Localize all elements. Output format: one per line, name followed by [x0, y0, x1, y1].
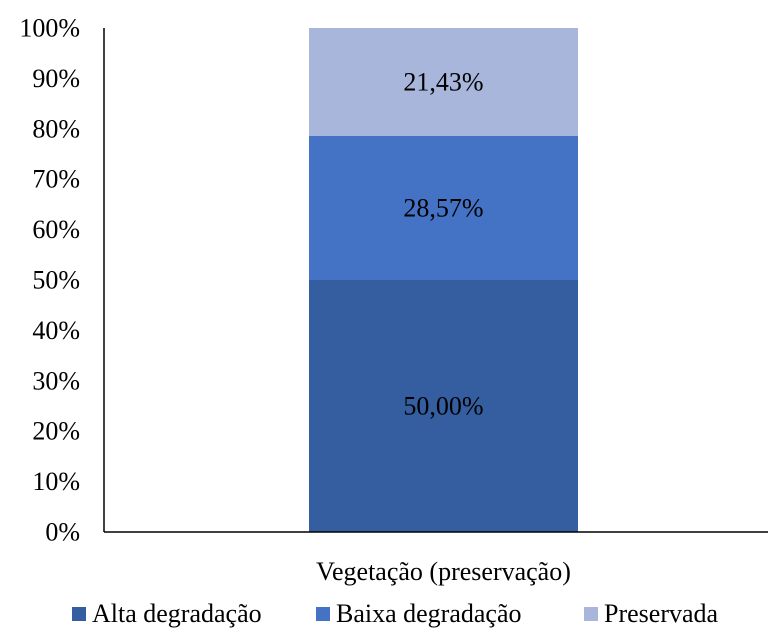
legend-swatch-2: [584, 607, 598, 621]
data-label-0: 50,00%: [403, 392, 483, 421]
y-tick-label: 90%: [32, 64, 80, 93]
category-label: Vegetação (preservação): [316, 557, 571, 586]
y-tick-label: 20%: [32, 417, 80, 446]
legend-swatch-0: [72, 607, 86, 621]
bar-segment-0: [309, 280, 578, 532]
bar-segment-2: [309, 28, 578, 137]
y-tick-label: 10%: [32, 467, 80, 496]
y-tick-label: 40%: [32, 316, 80, 345]
legend-swatch-1: [316, 607, 330, 621]
legend-label-0: Alta degradação: [92, 599, 262, 628]
y-tick-label: 30%: [32, 366, 80, 395]
bar-segment-1: [309, 136, 578, 280]
data-labels: 50,00% 28,57% 21,43%: [403, 68, 483, 421]
y-axis-ticks: 0% 10% 20% 30% 40% 50% 60% 70% 80% 90% 100%: [19, 14, 80, 547]
bar-segments: [309, 28, 578, 532]
y-tick-label: 50%: [32, 266, 80, 295]
legend: Alta degradação Baixa degradação Preservad…: [72, 599, 719, 628]
legend-label-1: Baixa degradação: [336, 599, 522, 628]
data-label-2: 21,43%: [403, 68, 483, 97]
y-tick-label: 60%: [32, 215, 80, 244]
legend-label-2: Preservada: [604, 599, 719, 628]
y-tick-label: 100%: [19, 14, 80, 43]
y-tick-label: 0%: [45, 518, 80, 547]
y-tick-label: 80%: [32, 114, 80, 143]
data-label-1: 28,57%: [403, 194, 483, 223]
y-tick-label: 70%: [32, 165, 80, 194]
